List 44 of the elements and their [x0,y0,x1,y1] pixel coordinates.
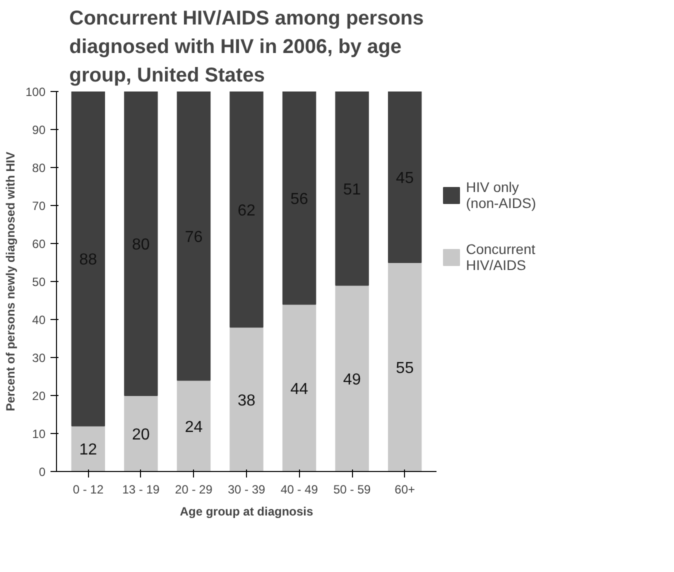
y-tick-label: 90 [32,123,46,137]
y-tick-label: 50 [32,275,46,289]
bar [230,326,264,472]
bar [388,92,422,263]
bar [176,380,211,472]
y-tick-label: 0 [38,465,46,479]
x-tick-label: 30 - 39 [228,482,266,496]
data-label: 44 [290,380,308,398]
bar [282,304,316,472]
data-label: 55 [396,360,414,377]
bar [335,92,369,286]
data-label: 24 [184,418,203,436]
bar [388,262,422,472]
bar [71,425,106,472]
x-tick-label: 40 - 49 [280,482,318,496]
y-tick-label: 100 [25,85,46,99]
legend-label: Concurrent HIV/AIDS [466,241,536,274]
y-tick-label: 60 [32,237,46,251]
y-tick-label: 40 [32,313,46,327]
data-label: 38 [238,392,256,410]
x-tick-label: 0 - 12 [72,482,104,496]
y-axis-title: Percent of persons newly diagnosed with HIV [3,152,18,412]
bar [282,92,316,305]
bar [230,92,264,328]
bar [176,92,211,381]
x-axis-title: Age group at diagnosis [180,504,314,518]
bar [124,92,158,396]
y-tick-label: 20 [32,389,46,403]
bar [71,92,106,426]
data-label: 12 [79,442,98,459]
y-tick-label: 70 [32,199,46,213]
y-tick-label: 10 [32,427,46,441]
bar [124,395,158,472]
x-tick-label: 13 - 19 [122,482,160,496]
data-label: 20 [132,426,150,444]
x-tick-label: 20 - 29 [175,482,213,496]
y-tick-label: 30 [32,351,46,365]
chart-title: Concurrent HIV/AIDS among persons diagnosed with HIV in 2006, by age group, United States [69,7,424,86]
data-label: 49 [343,371,362,388]
legend-label: HIV only (non-AIDS) [466,179,536,212]
x-tick-label: 50 - 59 [333,482,372,496]
x-tick-label: 60+ [394,482,416,496]
y-tick-label: 80 [32,161,46,175]
bar [335,284,369,472]
